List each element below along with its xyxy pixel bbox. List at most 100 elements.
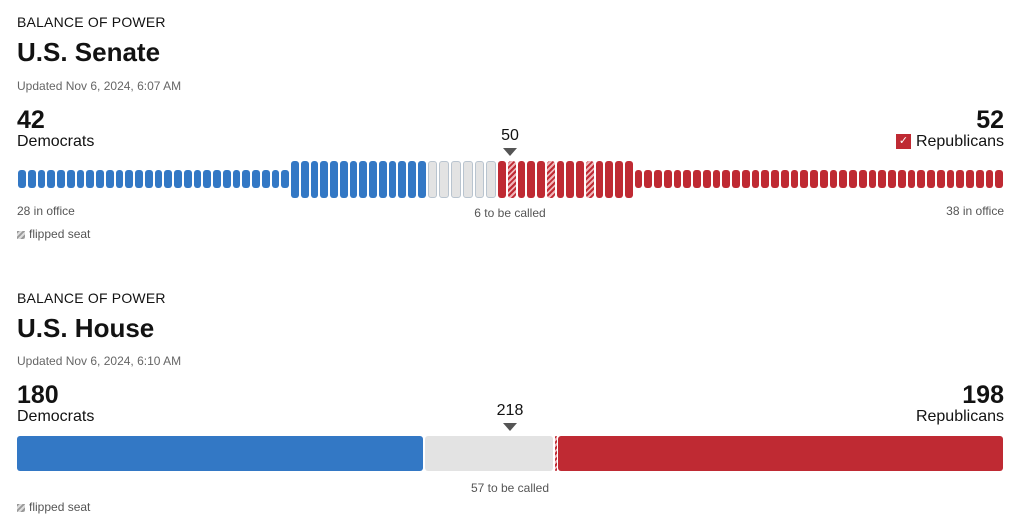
rep-seat-in-office: [741, 170, 750, 188]
uncalled-seat: [427, 160, 438, 198]
house-dem-bar: [17, 436, 424, 471]
dem-seat-in-office: [37, 170, 46, 188]
rep-seat-in-office: [839, 170, 847, 188]
dem-seat-in-office: [261, 170, 270, 188]
uncalled-seat: [439, 160, 449, 198]
dem-seat-in-office: [135, 170, 143, 188]
dem-seat-won: [388, 160, 397, 198]
dem-seat-in-office: [174, 170, 182, 188]
rep-seat-in-office: [683, 170, 691, 188]
dem-seat-won: [330, 160, 338, 198]
rep-seat-in-office: [956, 170, 964, 188]
rep-seat-in-office: [995, 170, 1003, 188]
dem-seat-in-office: [242, 170, 250, 188]
dem-seat-won: [359, 160, 367, 198]
house-rep-bar: [558, 436, 1003, 471]
rep-seat-in-office: [693, 170, 701, 188]
dem-seat-in-office: [18, 170, 26, 188]
rep-seat-in-office: [771, 170, 779, 188]
flipped-swatch-icon: [17, 230, 25, 239]
dem-seat-in-office: [76, 170, 85, 188]
rep-seat-in-office: [810, 170, 818, 188]
rep-seat-in-office: [702, 170, 711, 188]
dem-seat-in-office: [193, 170, 202, 188]
dem-seat-in-office: [47, 170, 55, 188]
rep-seat-in-office: [966, 170, 974, 188]
rep-seat-in-office: [897, 170, 906, 188]
house-rep-label: Republicans: [915, 408, 1004, 425]
dem-seat-won: [408, 160, 416, 198]
dem-seat-won: [417, 160, 426, 198]
dem-seat-won: [300, 160, 309, 198]
dem-seat-in-office: [115, 170, 124, 188]
legend-label: flipped seat: [29, 227, 91, 241]
uncalled-seat: [462, 160, 473, 198]
dem-seat-in-office: [222, 170, 231, 188]
house-title: U.S. House: [17, 313, 155, 343]
rep-seat-in-office: [663, 170, 672, 188]
rep-seat-in-office: [712, 170, 721, 188]
rep-seat-in-office: [917, 170, 925, 188]
dem-seat-in-office: [183, 170, 192, 188]
rep-seat-in-office: [868, 170, 877, 188]
dem-seat-in-office: [57, 170, 65, 188]
rep-seat-in-office: [722, 170, 730, 188]
dem-seat-in-office: [252, 170, 260, 188]
rep-seat-won: [566, 160, 574, 198]
senate-dem-count: 42: [17, 106, 45, 134]
senate-majority: 50: [501, 127, 519, 144]
senate-dem-label: Democrats: [17, 133, 95, 150]
rep-seat-in-office: [654, 170, 662, 188]
dem-seat-won: [398, 160, 406, 198]
winner-check-icon: ✓: [895, 134, 911, 150]
dem-seat-won: [339, 160, 348, 198]
senate-rep-label: Republicans: [915, 133, 1004, 150]
rep-seat-won: [498, 160, 506, 198]
rep-seat-won: [517, 160, 526, 198]
rep-seat-in-office: [985, 170, 994, 188]
house-legend: flipped seat: [17, 500, 90, 514]
legend-label: flipped seat: [29, 500, 91, 514]
house-dem-label: Democrats: [17, 408, 95, 425]
rep-seat-in-office: [790, 170, 799, 188]
dem-seat-won: [310, 160, 319, 198]
rep-seat-in-office: [946, 170, 955, 188]
rep-seat-flipped: [585, 160, 594, 198]
rep-seat-in-office: [780, 170, 789, 188]
senate-uncalled: 6 to be called: [474, 206, 546, 220]
senate-dem-in-office: 28 in office: [17, 204, 75, 218]
rep-seat-in-office: [849, 170, 857, 188]
rep-seat-won: [615, 160, 623, 198]
rep-seat-won: [527, 160, 535, 198]
uncalled-seat: [486, 160, 496, 198]
dem-seat-in-office: [164, 170, 172, 188]
rep-seat-won: [605, 160, 613, 198]
flipped-swatch-icon: [17, 503, 25, 512]
dem-seat-in-office: [271, 170, 280, 188]
dem-seat-in-office: [125, 170, 133, 188]
dem-seat-won: [291, 160, 299, 198]
rep-seat-in-office: [732, 170, 740, 188]
house-rep-flipped-bar: [554, 436, 557, 471]
dem-seat-won: [369, 160, 377, 198]
dem-seat-in-office: [232, 170, 241, 188]
senate-rep-in-office: 38 in office: [946, 204, 1004, 218]
senate-seat-bar: [17, 160, 1004, 198]
dem-seat-in-office: [86, 170, 94, 188]
dem-seat-in-office: [203, 170, 211, 188]
rep-seat-won: [556, 160, 565, 198]
rep-seat-won: [576, 160, 584, 198]
house-updated: Updated Nov 6, 2024, 6:10 AM: [17, 354, 182, 368]
rep-seat-in-office: [634, 170, 643, 188]
rep-seat-in-office: [936, 170, 945, 188]
dem-seat-in-office: [281, 170, 289, 188]
dem-seat-won: [349, 160, 358, 198]
rep-seat-in-office: [858, 170, 867, 188]
dem-seat-in-office: [27, 170, 36, 188]
rep-seat-won: [624, 160, 633, 198]
majority-marker-icon: [503, 423, 517, 431]
rep-seat-flipped: [507, 160, 516, 198]
house-uncalled-bar: [425, 436, 553, 471]
rep-seat-in-office: [761, 170, 769, 188]
senate-legend: flipped seat: [17, 227, 90, 241]
